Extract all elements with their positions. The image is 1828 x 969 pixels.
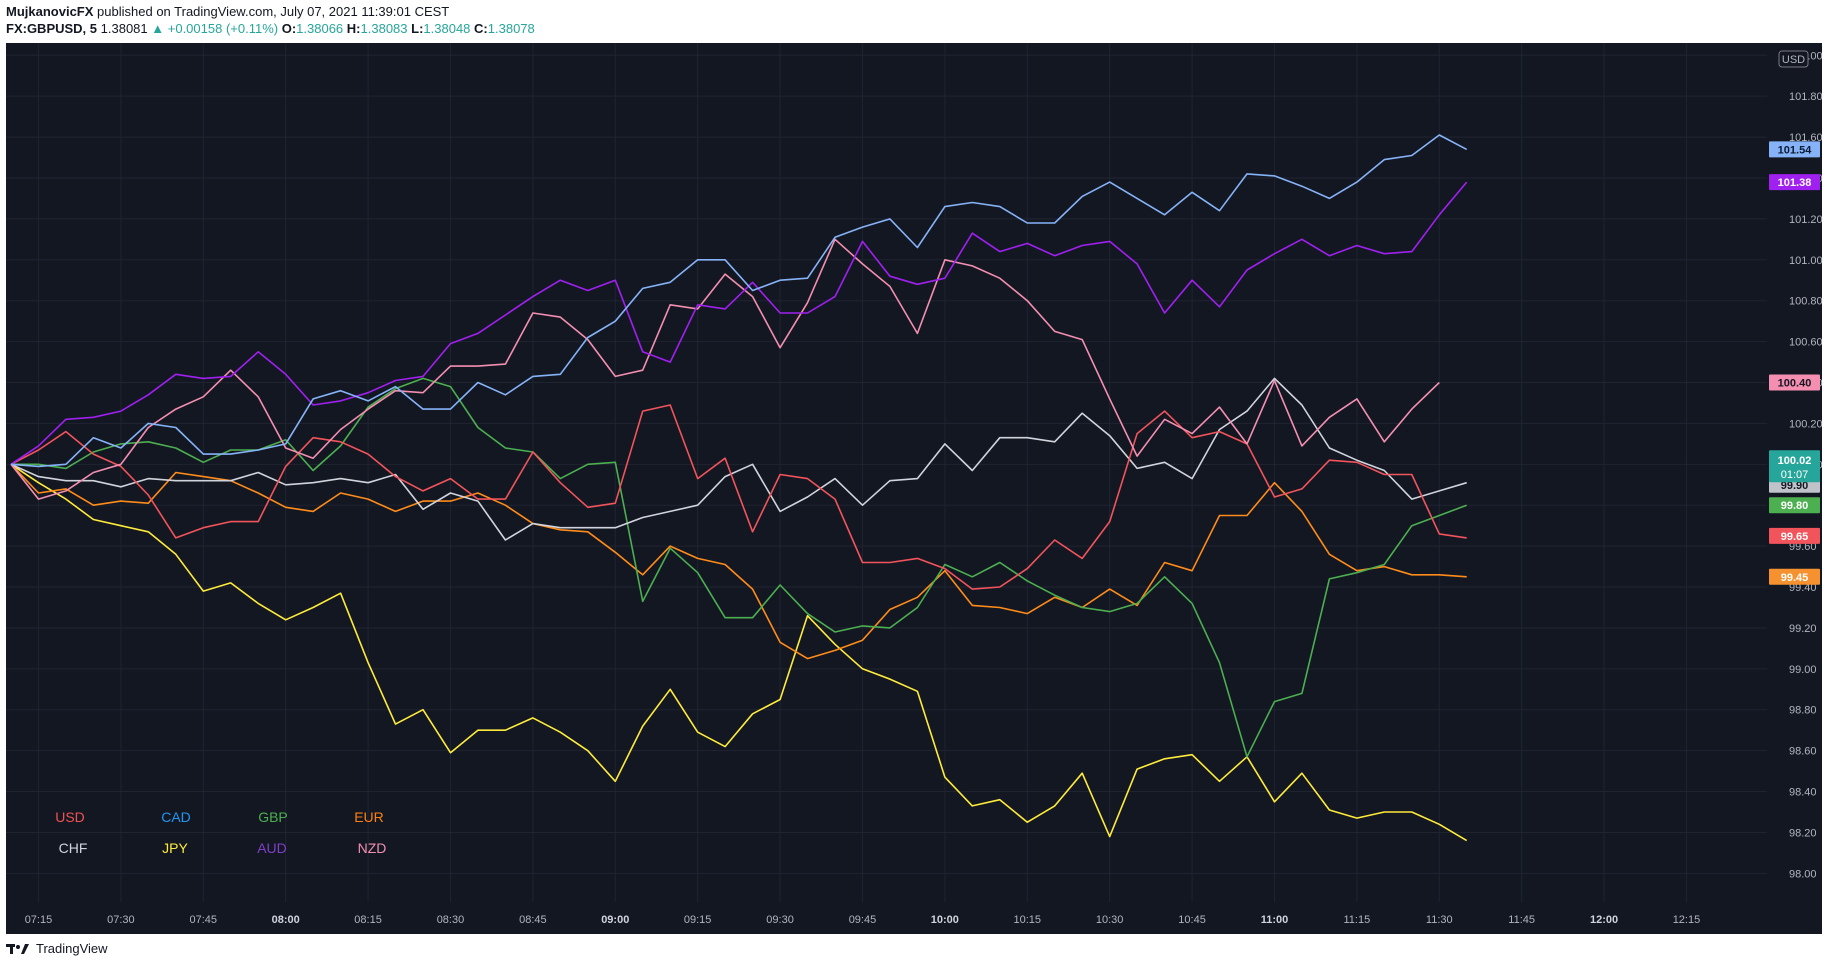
legend-jpy[interactable]: JPY [162, 840, 188, 856]
currency-label: USD [1782, 54, 1805, 66]
y-tick-label: 98.40 [1789, 787, 1817, 799]
y-tick-label: 101.60 [1789, 132, 1823, 144]
close-value: 1.38078 [487, 21, 535, 36]
x-tick-label: 11:15 [1344, 914, 1371, 926]
last-value-label-nzd-bg [1769, 374, 1820, 391]
x-tick-label: 09:00 [601, 914, 629, 926]
last-value-label-cad: 101.54 [1778, 144, 1813, 156]
x-tick-label: 10:30 [1096, 914, 1124, 926]
grid [6, 43, 1767, 902]
footer[interactable]: TradingView [6, 941, 108, 956]
low-value: 1.38048 [423, 21, 471, 36]
y-tick-label: 100.60 [1789, 337, 1823, 349]
open-label: O: [281, 21, 297, 36]
x-tick-label: 09:15 [684, 914, 712, 926]
last-value-label-gbp-bg [1769, 497, 1820, 514]
x-tick-label: 11:00 [1261, 914, 1289, 926]
publish-line: MujkanovicFX published on TradingView.co… [6, 4, 449, 19]
x-tick-label: 10:00 [931, 914, 959, 926]
last-value-label-usd: 99.65 [1781, 531, 1809, 543]
low-label: L: [411, 21, 424, 36]
publisher-name[interactable]: MujkanovicFX [6, 4, 94, 19]
x-tick-label: 08:30 [437, 914, 465, 926]
series-line-nzd[interactable] [10, 238, 1440, 500]
last-value-label-gbp: 99.80 [1781, 500, 1809, 512]
last-value-label-aud: 101.38 [1778, 177, 1812, 189]
x-tick-label: 08:15 [354, 914, 382, 926]
y-tick-label: 101.20 [1789, 214, 1823, 226]
series-line-cad[interactable] [10, 134, 1468, 468]
y-tick-label: 101.80 [1789, 91, 1823, 103]
plot-background[interactable] [6, 43, 1767, 902]
symbol-name[interactable]: FX:GBPUSD, 5 [6, 21, 98, 36]
y-tick-label: 98.60 [1789, 746, 1817, 758]
y-tick-label: 100.20 [1789, 418, 1823, 430]
series-line-eur[interactable] [10, 463, 1467, 660]
x-tick-label: 11:45 [1508, 914, 1535, 926]
legend: USD CAD GBP EUR CHF JPY AUD NZD [55, 809, 386, 856]
legend-nzd[interactable]: NZD [358, 840, 387, 856]
last-value-label-usd-bg [1769, 527, 1820, 544]
currency-badge[interactable]: USD [1778, 50, 1809, 68]
open-value: 1.38066 [296, 21, 344, 36]
last-value-label-chf: 99.90 [1781, 480, 1809, 492]
x-tick-label: 10:45 [1178, 914, 1206, 926]
y-tick-label: 99.60 [1789, 541, 1817, 553]
y-tick-label: 99.00 [1789, 664, 1817, 676]
tradingview-logo-icon [6, 943, 29, 954]
legend-eur[interactable]: EUR [354, 809, 384, 825]
bar-countdown-label: 01:07 [1781, 469, 1809, 481]
high-label: H: [346, 21, 361, 36]
close-label: C: [474, 21, 488, 36]
series-line-aud[interactable] [10, 181, 1468, 465]
y-tick-label: 101.00 [1789, 255, 1823, 267]
last-value-labels: 101.54 101.38 100.40 99.65 99.90 99.80 99.45 10… [1769, 141, 1820, 585]
x-tick-label: 11:30 [1426, 914, 1453, 926]
current-price-label: 100.02 [1778, 455, 1812, 467]
legend-cad[interactable]: CAD [161, 809, 191, 825]
x-tick-label: 12:00 [1590, 914, 1618, 926]
series-lines [10, 134, 1468, 842]
symbol-line: FX:GBPUSD, 5 1.38081 ▲ +0.00158 (+0.11%)… [6, 21, 535, 36]
y-tick-label: 98.80 [1789, 705, 1817, 717]
price-change: ▲ +0.00158 (+0.11%) [151, 21, 279, 36]
y-tick-label: 100.80 [1789, 296, 1823, 308]
x-tick-labels: 07:15 07:30 07:45 08:00 08:15 08:30 08:45 09:00… [25, 914, 1701, 926]
last-value-label-aud-bg [1769, 174, 1820, 191]
series-line-usd[interactable] [10, 404, 1467, 590]
chart-svg[interactable]: USD CAD GBP EUR CHF JPY AUD NZD 98.00 98.20 98.40… [0, 0, 1828, 936]
legend-aud[interactable]: AUD [257, 840, 287, 856]
last-value-label-eur-bg [1769, 568, 1820, 585]
x-tick-label: 12:15 [1673, 914, 1701, 926]
current-price-bg [1769, 450, 1820, 483]
time-axis[interactable] [6, 902, 1822, 934]
last-value-label-eur: 99.45 [1781, 572, 1809, 584]
last-value-label-nzd: 100.40 [1778, 378, 1812, 390]
series-line-jpy[interactable] [10, 463, 1468, 842]
series-line-chf[interactable] [10, 377, 1467, 541]
x-tick-label: 08:00 [272, 914, 300, 926]
x-tick-label: 07:45 [190, 914, 218, 926]
x-tick-label: 10:15 [1014, 914, 1042, 926]
last-value-label-cad-bg [1769, 141, 1820, 158]
y-tick-label: 99.20 [1789, 623, 1817, 635]
legend-gbp[interactable]: GBP [258, 809, 288, 825]
x-tick-label: 07:30 [107, 914, 135, 926]
y-tick-label: 98.00 [1789, 868, 1817, 880]
x-tick-label: 08:45 [519, 914, 547, 926]
x-tick-label: 09:45 [849, 914, 877, 926]
footer-brand: TradingView [36, 941, 108, 956]
x-tick-label: 07:15 [25, 914, 53, 926]
y-tick-label: 98.20 [1789, 827, 1817, 839]
high-value: 1.38083 [360, 21, 408, 36]
last-price: 1.38081 [100, 21, 148, 36]
x-tick-label: 09:30 [766, 914, 794, 926]
y-tick-label: 99.40 [1789, 582, 1817, 594]
legend-chf[interactable]: CHF [59, 840, 88, 856]
legend-usd[interactable]: USD [55, 809, 85, 825]
published-text: published on TradingView.com, July 07, 2… [97, 4, 450, 19]
